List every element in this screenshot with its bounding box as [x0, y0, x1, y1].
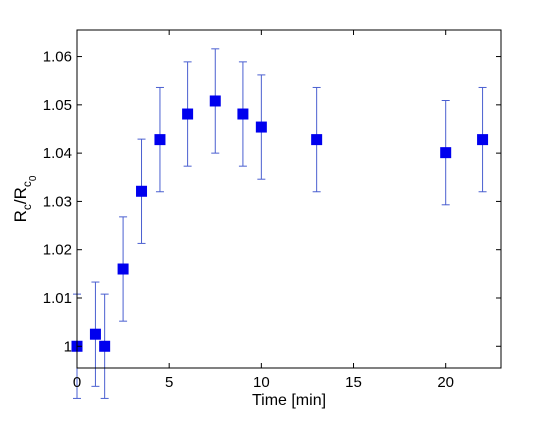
x-tick-label: 5	[165, 374, 173, 391]
data-point	[477, 134, 489, 146]
y-tick-label: 1	[64, 338, 72, 355]
data-point	[311, 134, 323, 146]
y-tick-label: 1.02	[43, 242, 72, 259]
data-point	[237, 108, 249, 120]
x-tick-label: 0	[73, 374, 81, 391]
y-label-sub2: c	[20, 181, 34, 187]
data-point	[136, 185, 148, 197]
x-tick-label: 20	[437, 374, 454, 391]
y-axis-ticks: 1 1.01 1.02 1.03 1.04 1.05 1.06	[43, 49, 501, 355]
y-tick-label: 1.05	[43, 97, 72, 114]
x-tick-label: 10	[253, 374, 270, 391]
data-point	[182, 108, 194, 120]
y-tick-label: 1.04	[43, 145, 72, 162]
data-point	[99, 340, 111, 352]
y-tick-label: 1.03	[43, 193, 72, 210]
x-axis-ticks: 0 5 10 15 20	[73, 30, 454, 391]
y-tick-label: 1.06	[43, 49, 72, 66]
y-label-base: R	[11, 210, 30, 222]
data-point	[154, 134, 166, 146]
y-tick-label: 1.01	[43, 290, 72, 307]
y-axis-label: Rc/Rc0	[11, 175, 39, 222]
data-point	[209, 95, 221, 107]
data-point	[89, 328, 101, 340]
plot-area	[77, 30, 501, 368]
x-axis-label: Time [min]	[252, 392, 326, 409]
x-tick-label: 15	[345, 374, 362, 391]
y-label-subsub: 0	[28, 175, 39, 181]
y-label-sub1: c	[20, 204, 34, 210]
axes-box	[76, 29, 502, 369]
data-point	[440, 147, 452, 159]
data-point	[117, 263, 129, 275]
y-label-mid: /R	[11, 187, 30, 204]
data-point	[255, 121, 267, 133]
